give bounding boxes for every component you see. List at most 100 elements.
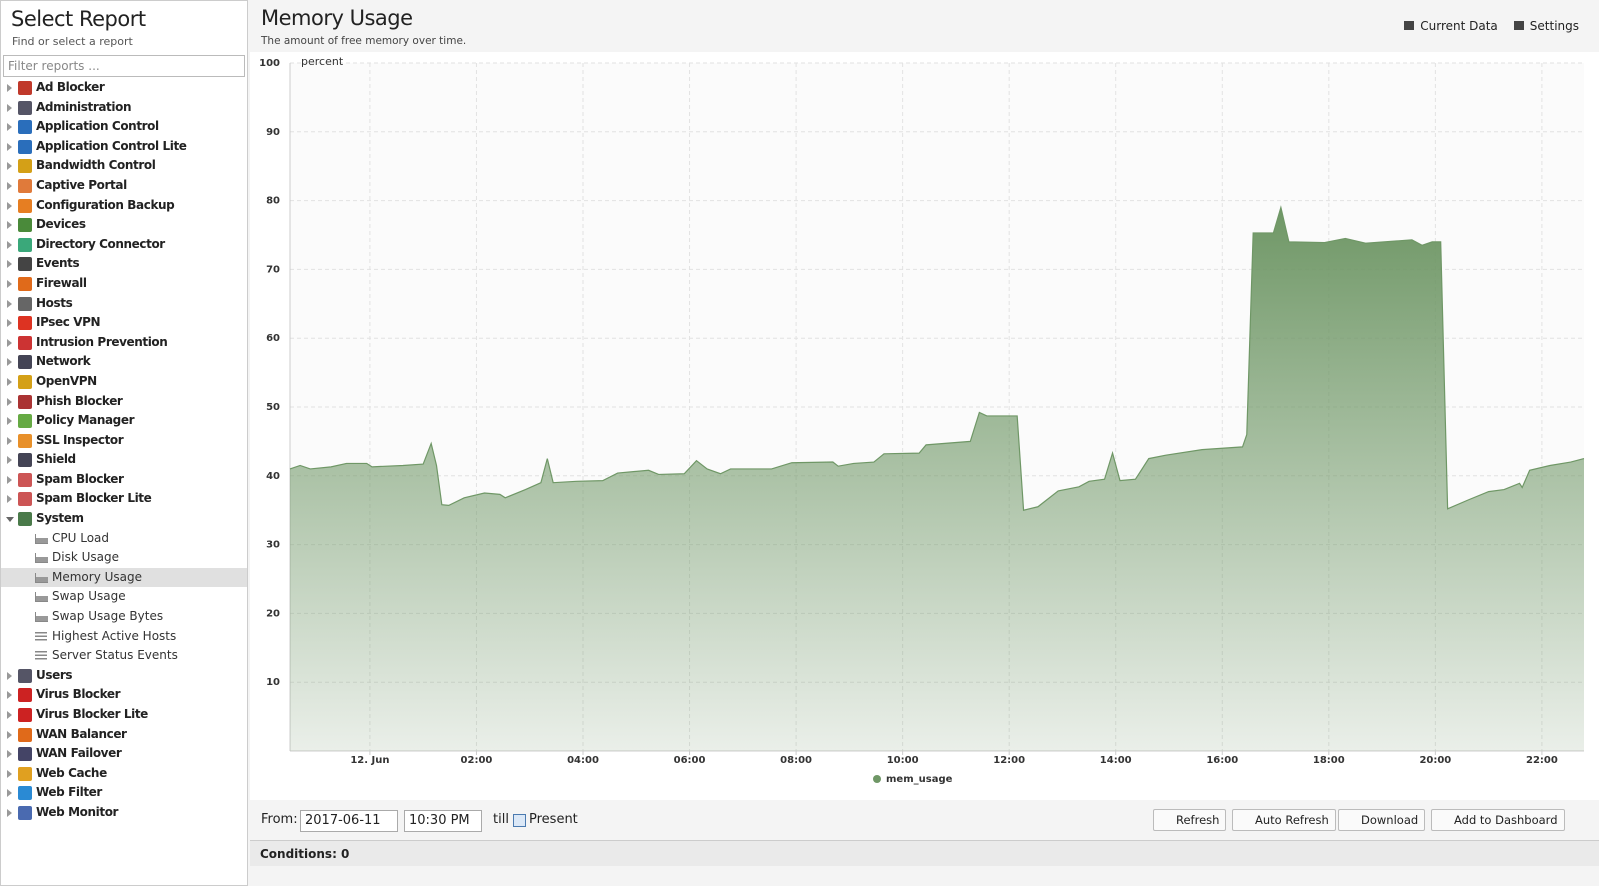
expander[interactable] [7, 181, 12, 190]
tree-item[interactable]: System [1, 509, 247, 529]
expander[interactable] [7, 769, 12, 778]
item-label: Administration [36, 99, 132, 114]
expander[interactable] [7, 808, 12, 817]
item-label: Intrusion Prevention [36, 334, 168, 349]
tree-item[interactable]: Web Monitor [1, 803, 247, 823]
tree-item[interactable]: Bandwidth Control [1, 156, 247, 176]
filter-input[interactable]: Filter reports ... [3, 55, 245, 77]
expander[interactable] [7, 495, 12, 504]
expander[interactable] [7, 475, 12, 484]
expander[interactable] [6, 517, 14, 523]
x-tick-label: 04:00 [567, 755, 599, 766]
expander[interactable] [7, 103, 12, 112]
y-tick-label: 70 [266, 264, 280, 275]
tree-item[interactable]: Hosts [1, 294, 247, 314]
tree-item[interactable]: Phish Blocker [1, 392, 247, 412]
report-item[interactable]: Swap Usage [1, 587, 247, 607]
present-checkbox[interactable] [513, 814, 526, 827]
tree-item[interactable]: SSL Inspector [1, 431, 247, 451]
area-fill [290, 207, 1584, 752]
tree-item[interactable]: Firewall [1, 274, 247, 294]
tree-item[interactable]: OpenVPN [1, 372, 247, 392]
expander[interactable] [7, 436, 12, 445]
tree-item[interactable]: Application Control Lite [1, 137, 247, 157]
report-label: Memory Usage [52, 569, 143, 584]
tree-item[interactable]: Spam Blocker [1, 470, 247, 490]
report-item[interactable]: Swap Usage Bytes [1, 607, 247, 627]
report-label: Disk Usage [52, 550, 119, 565]
tree-item[interactable]: Captive Portal [1, 176, 247, 196]
tree-item[interactable]: WAN Balancer [1, 725, 247, 745]
expander[interactable] [7, 691, 12, 700]
toolbar-button[interactable]: Add to Dashboard [1431, 809, 1565, 831]
tree-item[interactable]: Directory Connector [1, 235, 247, 255]
x-tick-label: 08:00 [780, 755, 812, 766]
time-input[interactable]: 10:30 PM [404, 810, 482, 832]
expander[interactable] [7, 142, 12, 151]
header-action[interactable]: Current Data [1404, 19, 1498, 33]
tree-item[interactable]: Administration [1, 98, 247, 118]
tree-item[interactable]: Users [1, 666, 247, 686]
tree-item[interactable]: Spam Blocker Lite [1, 489, 247, 509]
tree-item[interactable]: Shield [1, 450, 247, 470]
expander[interactable] [7, 162, 12, 171]
item-icon [18, 805, 32, 820]
date-input[interactable]: 2017-06-11 [300, 810, 398, 832]
toolbar-button[interactable]: Refresh [1153, 809, 1227, 831]
tree-item[interactable]: WAN Failover [1, 744, 247, 764]
expander[interactable] [7, 221, 12, 230]
expander[interactable] [7, 299, 12, 308]
report-item[interactable]: Memory Usage [1, 567, 247, 588]
expander[interactable] [7, 358, 12, 367]
toolbar-button[interactable]: Download [1338, 809, 1426, 831]
item-label: Bandwidth Control [36, 158, 156, 173]
tree-item[interactable]: IPsec VPN [1, 313, 247, 333]
expander[interactable] [7, 417, 12, 426]
expander[interactable] [7, 456, 12, 465]
conditions-bar[interactable]: Conditions: 0 [250, 840, 1599, 866]
report-item[interactable]: Highest Active Hosts [1, 627, 247, 647]
header-action[interactable]: Settings [1514, 19, 1579, 33]
tree-item[interactable]: Web Filter [1, 783, 247, 803]
toolbar-button[interactable]: Auto Refresh [1232, 809, 1336, 831]
tree-item[interactable]: Devices [1, 215, 247, 235]
report-item[interactable]: Disk Usage [1, 548, 247, 568]
expander[interactable] [7, 338, 12, 347]
tree-item[interactable]: Virus Blocker Lite [1, 705, 247, 725]
tree-item[interactable]: Configuration Backup [1, 196, 247, 216]
area-line [289, 205, 1585, 511]
expander[interactable] [7, 84, 12, 92]
item-label: Shield [36, 452, 76, 467]
expander[interactable] [7, 377, 12, 386]
item-icon [18, 81, 32, 95]
tree-item[interactable]: Virus Blocker [1, 685, 247, 705]
item-icon [18, 374, 32, 389]
expander[interactable] [7, 279, 12, 288]
sidebar: Select Report Find or select a report Fi… [0, 0, 248, 886]
item-label: Spam Blocker [36, 471, 124, 486]
expander[interactable] [7, 730, 12, 739]
report-item[interactable]: CPU Load [1, 529, 247, 549]
tree-item[interactable]: Application Control [1, 117, 247, 137]
expander[interactable] [7, 260, 12, 269]
tree-item[interactable]: Ad Blocker [1, 78, 247, 98]
tree-item[interactable]: Policy Manager [1, 411, 247, 431]
expander[interactable] [7, 201, 12, 210]
tree-item[interactable]: Web Cache [1, 764, 247, 784]
expander[interactable] [7, 240, 12, 249]
item-label: SSL Inspector [36, 432, 124, 447]
expander[interactable] [7, 397, 12, 406]
tree-item[interactable]: Events [1, 254, 247, 274]
report-label: Highest Active Hosts [52, 628, 177, 643]
expander[interactable] [7, 123, 12, 132]
y-tick-label: 40 [266, 471, 280, 482]
expander[interactable] [7, 319, 12, 328]
tree-item[interactable]: Network [1, 352, 247, 372]
expander[interactable] [7, 671, 12, 680]
tree-item[interactable]: Intrusion Prevention [1, 333, 247, 353]
report-item[interactable]: Server Status Events [1, 646, 247, 666]
y-tick-label: 50 [266, 402, 280, 413]
expander[interactable] [7, 750, 12, 759]
expander[interactable] [7, 711, 12, 719]
expander[interactable] [7, 789, 12, 798]
